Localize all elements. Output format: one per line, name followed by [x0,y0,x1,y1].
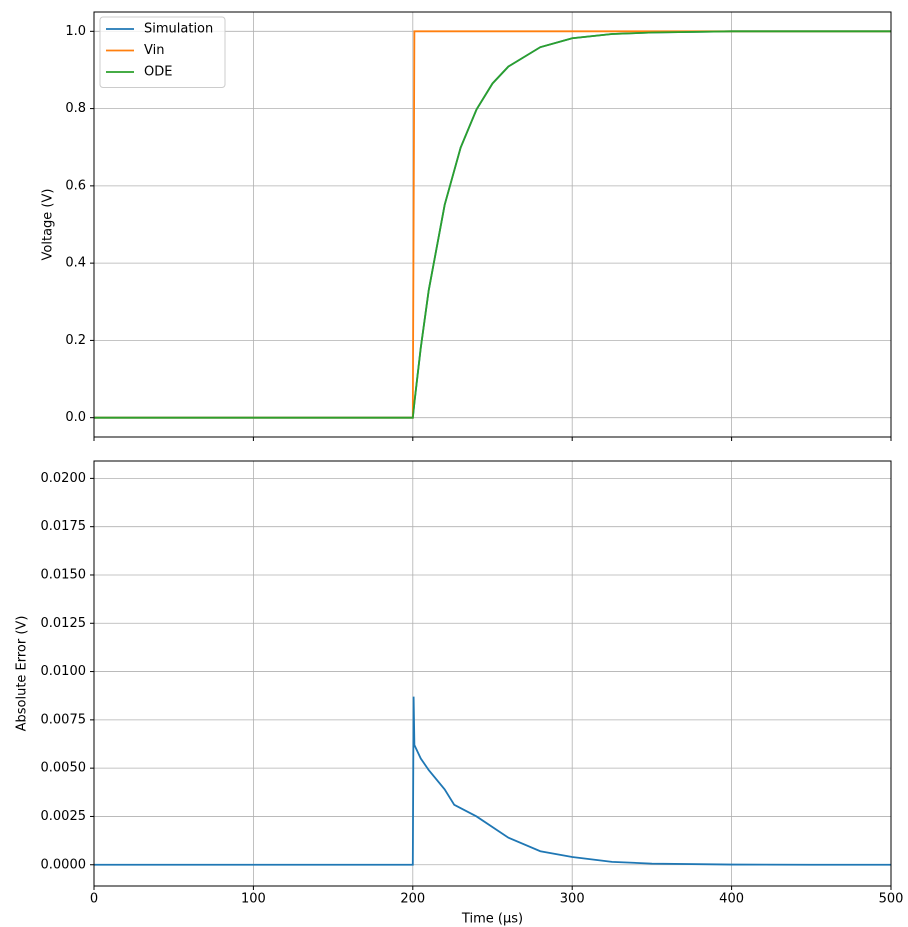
x-tick-label: 500 [879,892,904,907]
series-line [94,30,891,419]
x-tick-label: 400 [719,892,744,907]
x-tick-label: 300 [560,892,585,907]
legend-label: ODE [144,65,172,80]
y-tick-label: 0.0075 [41,712,87,727]
y-tick-label: 0.0150 [41,567,87,582]
y-tick-label: 0.0025 [41,809,87,824]
x-tick-label: 0 [90,892,98,907]
y-tick-label: 1.0 [65,24,86,39]
y-tick-label: 0.0175 [41,519,87,534]
x-axis-label: Time (µs) [461,912,523,927]
y-tick-label: 0.0000 [41,857,87,872]
x-tick-label: 200 [400,892,425,907]
legend: Simulation Vin ODE [99,16,226,88]
y-tick-label: 0.0 [65,410,86,425]
series-line [94,696,891,866]
y-axis-label: Voltage (V) [41,189,56,261]
y-tick-label: 0.2 [65,333,86,348]
x-tick-label: 100 [241,892,266,907]
y-tick-label: 0.6 [65,178,86,193]
y-axis-label: Absolute Error (V) [15,616,30,732]
legend-label: Vin [144,43,164,58]
y-tick-label: 0.0100 [41,664,87,679]
y-tick-label: 0.8 [65,101,86,116]
y-tick-label: 0.0125 [41,616,87,631]
y-tick-label: 0.4 [65,256,86,271]
legend-label: Simulation [144,22,213,37]
y-tick-label: 0.0050 [41,761,87,776]
axes-frame [93,11,892,438]
legend-box [99,16,226,88]
y-tick-label: 0.0200 [41,471,87,486]
axes-frame [93,460,892,887]
